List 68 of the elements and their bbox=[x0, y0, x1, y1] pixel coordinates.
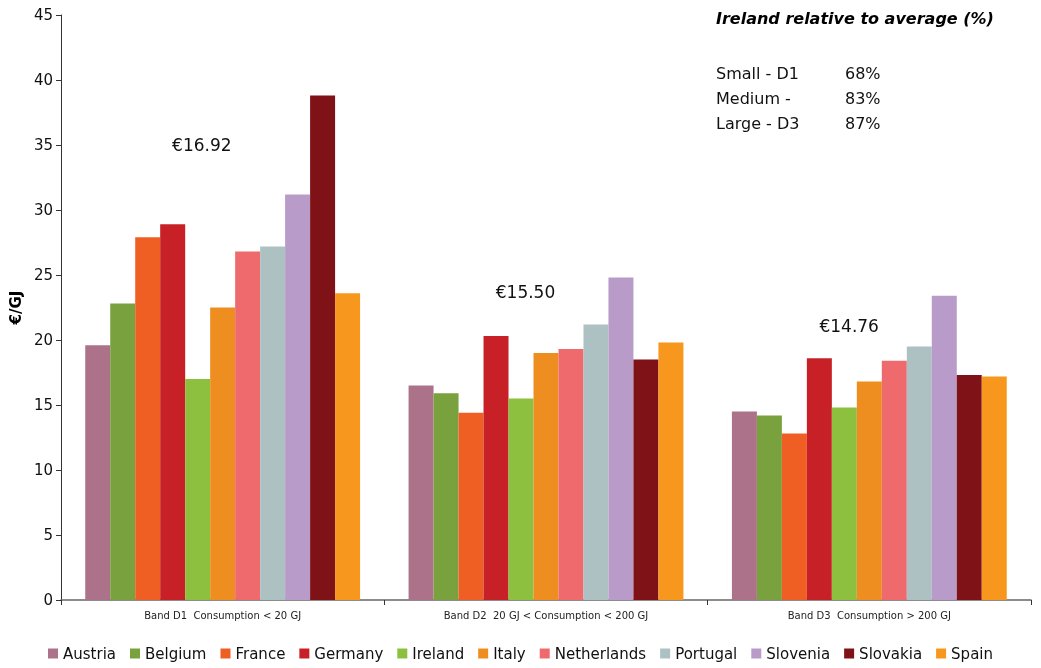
annotation: 87% bbox=[845, 113, 881, 133]
y-tick-label: 45 bbox=[33, 6, 53, 24]
bar bbox=[458, 412, 484, 600]
bar bbox=[210, 307, 236, 600]
bar bbox=[831, 407, 857, 600]
annotation: Ireland relative to average (%) bbox=[716, 8, 994, 28]
annotation: Small - D1 bbox=[716, 63, 799, 83]
y-tick-label: 30 bbox=[33, 201, 53, 219]
x-tick-label: Band D3 Consumption > 200 GJ bbox=[787, 609, 951, 621]
bar bbox=[931, 295, 957, 600]
annotation: Medium - bbox=[716, 88, 791, 108]
x-tick-label: Band D2 20 GJ < Consumption < 200 GJ bbox=[443, 609, 649, 621]
bar bbox=[160, 224, 186, 600]
bar bbox=[981, 376, 1007, 600]
bar bbox=[285, 194, 311, 600]
bar bbox=[483, 336, 509, 600]
bar bbox=[260, 246, 286, 600]
annotation: €16.92 bbox=[172, 135, 232, 155]
legend-label: Netherlands bbox=[554, 644, 647, 663]
y-tick-label: 20 bbox=[33, 331, 53, 349]
bar bbox=[533, 353, 559, 600]
bar bbox=[806, 358, 832, 600]
bar bbox=[881, 360, 907, 600]
bar bbox=[558, 349, 584, 600]
legend-label: Belgium bbox=[144, 644, 207, 663]
bar bbox=[335, 293, 361, 600]
bar bbox=[235, 251, 261, 600]
bar bbox=[583, 324, 609, 600]
bar bbox=[508, 398, 534, 600]
annotation: Large - D3 bbox=[716, 113, 800, 133]
bar bbox=[608, 277, 634, 600]
annotation: €14.76 bbox=[819, 316, 879, 336]
bar bbox=[135, 237, 161, 600]
legend-label: Portugal bbox=[675, 644, 738, 663]
bar bbox=[433, 393, 459, 600]
y-tick-label: 0 bbox=[43, 591, 53, 609]
y-tick-label: 25 bbox=[33, 266, 53, 284]
y-tick-label: 15 bbox=[33, 396, 53, 414]
bar bbox=[633, 359, 659, 600]
y-tick-label: 40 bbox=[33, 71, 53, 89]
legend-label: Austria bbox=[62, 644, 116, 663]
bar bbox=[731, 411, 757, 600]
y-tick-label: 5 bbox=[43, 526, 53, 544]
bar bbox=[756, 415, 782, 600]
bar bbox=[781, 433, 807, 600]
annotation: €15.50 bbox=[495, 282, 556, 302]
bar bbox=[906, 346, 932, 600]
bar bbox=[658, 342, 684, 600]
annotation: 68% bbox=[845, 63, 881, 83]
legend-label: Spain bbox=[951, 644, 994, 663]
annotation: 83% bbox=[845, 88, 881, 108]
bar bbox=[110, 303, 136, 600]
bar bbox=[185, 379, 211, 600]
y-axis-title: €/GJ bbox=[6, 290, 25, 326]
bar bbox=[856, 381, 882, 600]
bar bbox=[956, 375, 982, 600]
bar bbox=[310, 95, 336, 600]
bar bbox=[85, 345, 111, 600]
legend-label: Slovenia bbox=[766, 644, 831, 663]
legend-label: Ireland bbox=[412, 644, 465, 663]
x-tick-label: Band D1 Consumption < 20 GJ bbox=[144, 609, 302, 621]
y-tick-label: 10 bbox=[33, 461, 53, 479]
legend-label: Italy bbox=[493, 644, 526, 663]
legend-label: Slovakia bbox=[859, 644, 923, 663]
legend-label: France bbox=[235, 644, 286, 663]
bar bbox=[408, 385, 434, 600]
y-tick-label: 35 bbox=[33, 136, 53, 154]
legend-label: Germany bbox=[314, 644, 384, 663]
